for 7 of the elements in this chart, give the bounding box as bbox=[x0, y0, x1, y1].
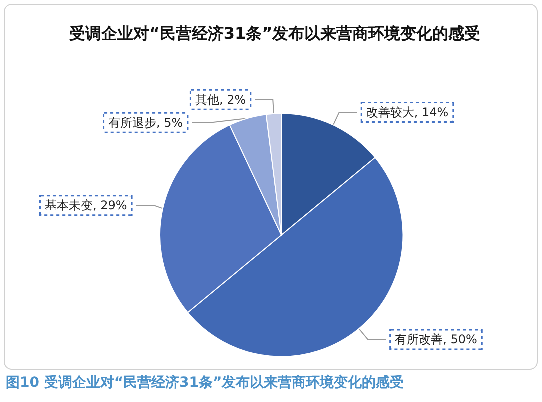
slice-label: 有所退步, 5% bbox=[108, 116, 184, 130]
slice-label: 有所改善, 50% bbox=[395, 332, 478, 347]
slice-label: 其他, 2% bbox=[195, 92, 246, 107]
caption: 图10 受调企业对“民营经济31条”发布以来营商环境变化的感受 bbox=[6, 374, 404, 392]
chart-title: 受调企业对“民营经济31条”发布以来营商环境变化的感受 bbox=[68, 23, 482, 45]
slice-label: 基本未变, 29% bbox=[44, 198, 128, 213]
slice-label: 改善较大, 14% bbox=[366, 106, 449, 120]
